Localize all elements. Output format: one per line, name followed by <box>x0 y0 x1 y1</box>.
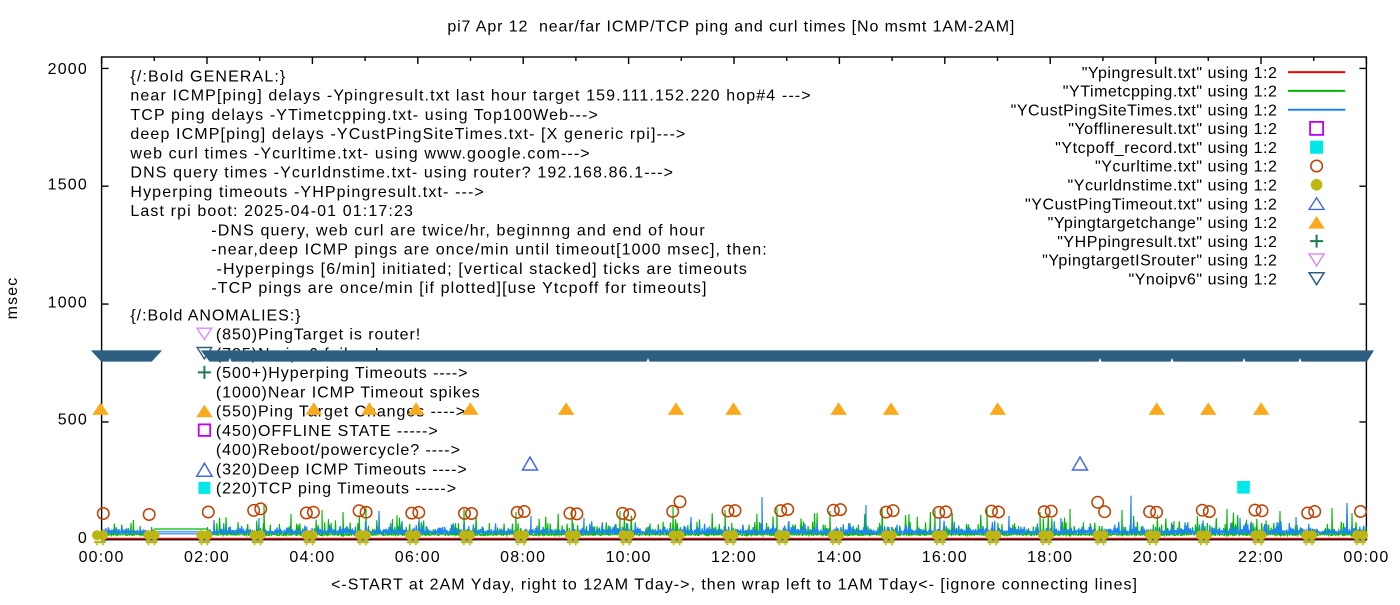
svg-text:(320)Deep ICMP Timeouts ---->: (320)Deep ICMP Timeouts ----> <box>216 461 468 478</box>
svg-text:0: 0 <box>78 530 88 547</box>
svg-text:<-START at 2AM Yday, right to: <-START at 2AM Yday, right to 12AM Tday-… <box>331 576 1138 593</box>
svg-text:(1000)Near ICMP Timeout spikes: (1000)Near ICMP Timeout spikes <box>216 384 481 401</box>
svg-text:14:00: 14:00 <box>816 549 862 566</box>
svg-text:00:00: 00:00 <box>1343 549 1389 566</box>
svg-text:TCP ping delays -YTimetcpping.: TCP ping delays -YTimetcpping.txt- using… <box>130 107 599 124</box>
svg-text:(450)OFFLINE STATE ----->: (450)OFFLINE STATE -----> <box>216 423 439 440</box>
svg-text:{/:Bold ANOMALIES:}: {/:Bold ANOMALIES:} <box>130 307 301 324</box>
svg-text:"Ycurltime.txt" using 1:2: "Ycurltime.txt" using 1:2 <box>1095 159 1278 176</box>
svg-text:-Hyperpings [6/min] initiated;: -Hyperpings [6/min] initiated; [vertical… <box>217 261 748 278</box>
svg-text:"Ypingtargetchange" using 1:2: "Ypingtargetchange" using 1:2 <box>1048 215 1278 232</box>
svg-text:02:00: 02:00 <box>184 549 230 566</box>
svg-text:(850)PingTarget is router!: (850)PingTarget is router! <box>216 327 421 344</box>
svg-text:web curl times -Ycurltime.txt-: web curl times -Ycurltime.txt- using www… <box>129 145 590 162</box>
svg-text:22:00: 22:00 <box>1238 549 1284 566</box>
svg-text:00:00: 00:00 <box>79 549 125 566</box>
svg-text:(550)Ping Target Changes ---->: (550)Ping Target Changes ----> <box>216 404 466 421</box>
svg-text:16:00: 16:00 <box>922 549 968 566</box>
svg-text:near ICMP[ping] delays -Ypingr: near ICMP[ping] delays -Ypingresult.txt … <box>130 88 811 105</box>
svg-text:deep ICMP[ping] delays -YCustP: deep ICMP[ping] delays -YCustPingSiteTim… <box>130 126 686 143</box>
svg-text:DNS query times -Ycurldnstime.: DNS query times -Ycurldnstime.txt- using… <box>130 165 674 182</box>
svg-text:"Ytcpoff_record.txt" using 1:2: "Ytcpoff_record.txt" using 1:2 <box>1055 140 1277 157</box>
svg-text:msec: msec <box>4 277 21 320</box>
svg-text:{/:Bold GENERAL:}: {/:Bold GENERAL:} <box>130 68 286 85</box>
svg-text:"YTimetcpping.txt" using 1:2: "YTimetcpping.txt" using 1:2 <box>1063 84 1278 101</box>
svg-text:"YCustPingSiteTimes.txt" using: "YCustPingSiteTimes.txt" using 1:2 <box>1011 102 1278 119</box>
svg-text:"YpingtargetISrouter" using 1:: "YpingtargetISrouter" using 1:2 <box>1042 253 1277 270</box>
svg-text:(220)TCP ping Timeouts ----->: (220)TCP ping Timeouts -----> <box>216 481 457 498</box>
svg-text:(400)Reboot/powercycle? ---->: (400)Reboot/powercycle? ----> <box>216 442 461 459</box>
svg-text:"Ypingresult.txt" using 1:2: "Ypingresult.txt" using 1:2 <box>1082 65 1278 82</box>
svg-text:20:00: 20:00 <box>1133 549 1179 566</box>
svg-text:1000: 1000 <box>48 294 88 311</box>
svg-text:Last rpi boot: 2025-04-01 01:1: Last rpi boot: 2025-04-01 01:17:23 <box>130 203 414 220</box>
svg-text:-DNS query, web curl are twice: -DNS query, web curl are twice/hr, begin… <box>211 222 705 239</box>
svg-text:1500: 1500 <box>48 177 88 194</box>
svg-text:-near,deep ICMP pings are once: -near,deep ICMP pings are once/min until… <box>211 242 768 259</box>
svg-text:500: 500 <box>58 412 88 429</box>
svg-text:06:00: 06:00 <box>395 549 441 566</box>
svg-text:"YHPpingresult.txt" using 1:2: "YHPpingresult.txt" using 1:2 <box>1057 234 1277 251</box>
svg-text:18:00: 18:00 <box>1027 549 1073 566</box>
svg-text:"Ynoipv6" using 1:2: "Ynoipv6" using 1:2 <box>1128 271 1277 288</box>
svg-text:(500+)Hyperping Timeouts ---->: (500+)Hyperping Timeouts ----> <box>216 365 469 382</box>
svg-text:Hyperping timeouts -YHPpingres: Hyperping timeouts -YHPpingresult.txt- -… <box>130 184 485 201</box>
svg-text:"Ycurldnstime.txt" using 1:2: "Ycurldnstime.txt" using 1:2 <box>1068 177 1278 194</box>
svg-text:"Yofflineresult.txt" using 1:2: "Yofflineresult.txt" using 1:2 <box>1068 121 1277 138</box>
svg-text:pi7 Apr 12 near/far ICMP/TCP: pi7 Apr 12 near/far ICMP/TCP ping and cu… <box>447 18 1015 35</box>
svg-text:-TCP pings are once/min [if pl: -TCP pings are once/min [if plotted][use… <box>211 280 707 297</box>
svg-text:04:00: 04:00 <box>289 549 335 566</box>
svg-text:08:00: 08:00 <box>500 549 546 566</box>
svg-text:10:00: 10:00 <box>606 549 652 566</box>
svg-text:2000: 2000 <box>48 61 88 78</box>
svg-text:"YCustPingTimeout.txt" using 1: "YCustPingTimeout.txt" using 1:2 <box>1025 196 1277 213</box>
svg-text:12:00: 12:00 <box>711 549 757 566</box>
